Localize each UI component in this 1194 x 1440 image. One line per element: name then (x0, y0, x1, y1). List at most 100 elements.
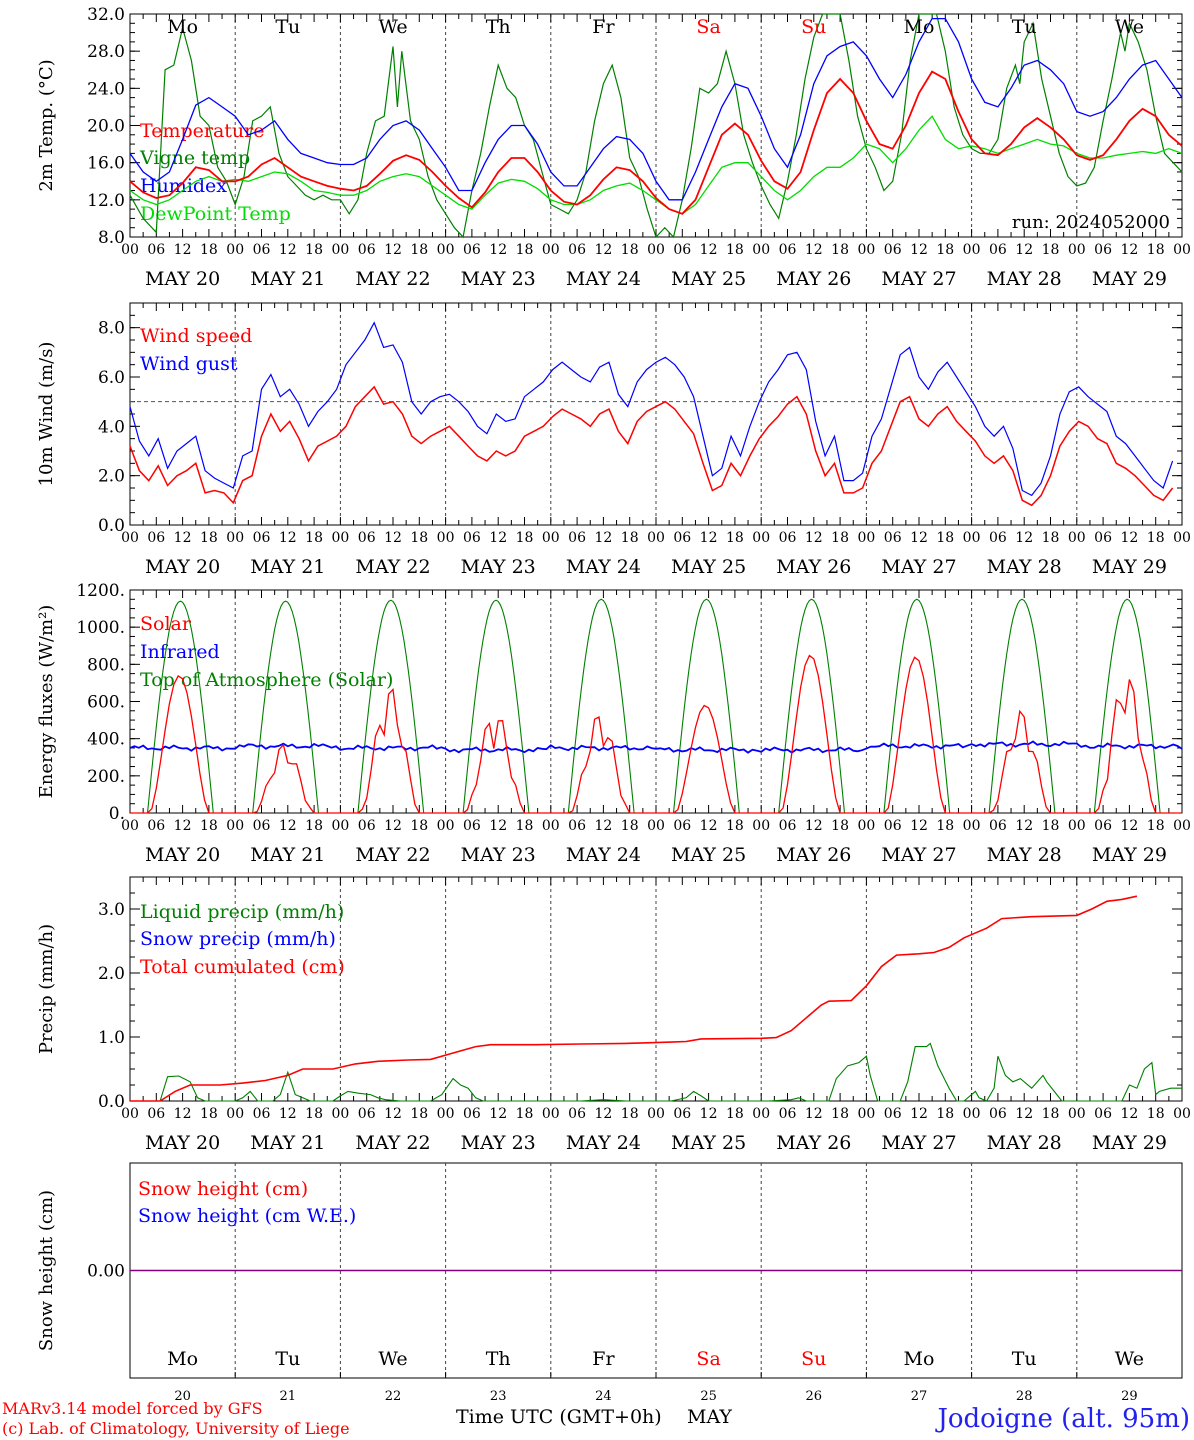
legend-total-cumulated: Total cumulated (cm) (140, 956, 345, 978)
hour-label: 00 (437, 530, 455, 546)
energy-frame (129, 589, 1183, 814)
date-label: MAY 23 (461, 1132, 536, 1154)
hour-label: 12 (910, 242, 928, 258)
hour-label: 12 (384, 818, 402, 834)
snow-ylabel: Snow height (cm) (36, 1190, 57, 1351)
wind-y-tick-label: 0.0 (98, 516, 125, 536)
temp-y-tick-label: 24.0 (87, 79, 125, 99)
date-label: MAY 22 (355, 268, 430, 290)
hour-label: 18 (726, 818, 744, 834)
month-label: MAY (687, 1406, 732, 1428)
snow-y-tick-label: 0.00 (87, 1262, 125, 1282)
hour-label: 18 (936, 530, 954, 546)
legend-liquid-precip: Liquid precip (mm/h) (140, 901, 344, 923)
hour-label: 18 (410, 530, 428, 546)
date-label: MAY 21 (250, 844, 325, 866)
hour-label: 06 (1094, 242, 1112, 258)
hour-label: 12 (1015, 1106, 1033, 1122)
hour-label: 18 (831, 530, 849, 546)
weekday-label: Tu (1012, 1348, 1037, 1370)
credit-line-2: (c) Lab. of Climatology, University of L… (2, 1419, 350, 1438)
date-label: MAY 25 (671, 268, 746, 290)
hour-label: 06 (989, 530, 1007, 546)
precip-ylabel: Precip (mm/h) (36, 924, 57, 1054)
date-label: MAY 28 (987, 556, 1062, 578)
hour-label: 12 (700, 1106, 718, 1122)
hour-label: 00 (647, 818, 665, 834)
day-number-label: 27 (911, 1389, 928, 1404)
precip-y-tick-label: 1.0 (98, 1028, 125, 1048)
hour-label: 18 (1042, 818, 1060, 834)
hour-label: 18 (1147, 818, 1165, 834)
day-number-label: 25 (700, 1389, 717, 1404)
hour-label: 06 (989, 242, 1007, 258)
run-annotation: run: 2024052000 (1012, 212, 1170, 233)
date-label: MAY 27 (881, 844, 956, 866)
hour-label: 18 (200, 818, 218, 834)
energy-y-tick-label: 1000. (76, 618, 125, 638)
energy-y-tick-label: 600. (87, 693, 125, 713)
date-label: MAY 24 (566, 556, 641, 578)
hour-label: 12 (805, 530, 823, 546)
hour-label: 12 (174, 1106, 192, 1122)
date-label: MAY 22 (355, 844, 430, 866)
date-label: MAY 21 (250, 268, 325, 290)
hour-label: 18 (831, 1106, 849, 1122)
hour-label: 06 (147, 1106, 165, 1122)
hour-label: 12 (910, 1106, 928, 1122)
hour-label: 18 (410, 242, 428, 258)
hour-label: 06 (1094, 818, 1112, 834)
date-label: MAY 29 (1092, 844, 1167, 866)
energy-panel: Energy fluxes (W/m²) Solar Infrared Top … (36, 581, 1191, 866)
hour-label: 00 (437, 1106, 455, 1122)
hour-label: 00 (331, 818, 349, 834)
hour-label: 06 (673, 242, 691, 258)
weekday-label: We (378, 16, 407, 38)
hour-label: 06 (568, 818, 586, 834)
hour-label: 18 (410, 1106, 428, 1122)
weekday-label: Tu (275, 1348, 300, 1370)
hour-label: 06 (463, 1106, 481, 1122)
date-label: MAY 22 (355, 1132, 430, 1154)
energy-y-tick-label: 400. (87, 730, 125, 750)
hour-label: 00 (437, 818, 455, 834)
energy-ylabel: Energy fluxes (W/m²) (36, 605, 57, 799)
hour-label: 18 (621, 818, 639, 834)
hour-label: 00 (963, 242, 981, 258)
date-label: MAY 23 (461, 844, 536, 866)
hour-label: 06 (884, 1106, 902, 1122)
weekday-label: We (378, 1348, 407, 1370)
hour-label: 06 (1094, 1106, 1112, 1122)
hour-label: 00 (1173, 242, 1191, 258)
energy-y-tick-label: 0. (109, 804, 125, 824)
legend-vigne-temp: Vigne temp (139, 147, 250, 169)
hour-label: 00 (963, 1106, 981, 1122)
hour-label: 12 (1015, 242, 1033, 258)
hour-label: 12 (594, 242, 612, 258)
hour-label: 12 (1120, 818, 1138, 834)
energy-y-tick-label: 1200. (76, 581, 125, 601)
date-label: MAY 26 (776, 556, 851, 578)
legend-snow-precip: Snow precip (mm/h) (140, 928, 336, 950)
hour-label: 18 (1042, 1106, 1060, 1122)
hour-label: 00 (857, 242, 875, 258)
hour-label: 18 (200, 530, 218, 546)
hour-label: 12 (700, 818, 718, 834)
hour-label: 18 (831, 818, 849, 834)
hour-label: 00 (121, 242, 139, 258)
day-number-label: 22 (385, 1389, 402, 1404)
date-label: MAY 24 (566, 268, 641, 290)
hour-label: 12 (279, 242, 297, 258)
weekday-label: Su (801, 16, 826, 38)
hour-label: 00 (121, 530, 139, 546)
hour-label: 00 (752, 530, 770, 546)
date-label: MAY 27 (881, 556, 956, 578)
hour-label: 06 (358, 1106, 376, 1122)
weekday-label: Th (486, 1348, 511, 1370)
hour-label: 12 (174, 242, 192, 258)
weekday-label: Th (486, 16, 511, 38)
day-number-label: 24 (595, 1389, 612, 1404)
legend-humidex: Humidex (140, 175, 227, 197)
weekday-label: Tu (1012, 16, 1037, 38)
